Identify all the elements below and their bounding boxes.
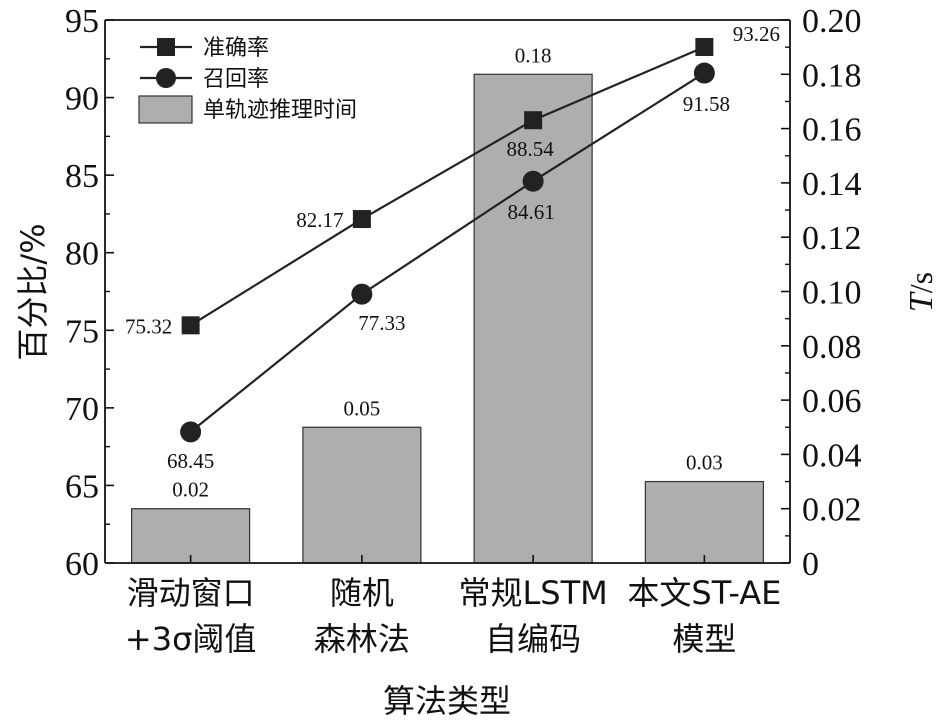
circle-marker	[693, 62, 715, 84]
category-label: 模型	[672, 620, 736, 658]
category-label: 本文ST-AE	[627, 574, 781, 612]
bar-value-label: 0.03	[686, 451, 723, 475]
circle-marker	[351, 283, 373, 305]
legend-circle-marker	[156, 68, 176, 88]
right-tick-label: 0.10	[802, 275, 862, 312]
square-marker	[181, 316, 200, 335]
left-tick-label: 70	[65, 391, 99, 428]
legend-label-recall: 召回率	[203, 67, 269, 92]
right-tick-label: 0.12	[802, 220, 862, 257]
bar	[644, 480, 764, 564]
x-axis-title: 算法类型	[383, 682, 511, 720]
category-label: 随机	[330, 574, 394, 612]
category-label: 滑动窗口	[127, 574, 255, 612]
left-axis-title: 百分比/%	[14, 223, 52, 360]
left-tick-label: 65	[65, 468, 99, 505]
bar-value-label: 0.18	[515, 43, 552, 67]
square-marker	[524, 111, 543, 130]
left-tick-label: 90	[65, 81, 99, 118]
line-value-label: 91.58	[683, 92, 730, 116]
bar	[302, 426, 422, 564]
line-value-label: 82.17	[296, 208, 343, 232]
bar-value-label: 0.05	[344, 396, 381, 420]
category-label: 常规LSTM	[458, 574, 607, 612]
square-marker	[695, 37, 714, 56]
circle-marker	[180, 421, 202, 443]
right-axis-title-italic: T	[903, 291, 940, 312]
line-value-label: 68.45	[167, 449, 214, 473]
series-line	[189, 72, 705, 433]
line-value-label: 84.61	[508, 200, 555, 224]
series-line	[190, 45, 705, 327]
line-value-label: 77.33	[358, 311, 405, 335]
circle-marker	[522, 170, 544, 192]
right-tick-label: 0.14	[802, 166, 862, 203]
bar-value-label: 0.02	[172, 478, 209, 502]
category-label: 自编码	[485, 620, 581, 658]
legend-bar-swatch	[138, 95, 193, 124]
right-tick-label: 0.04	[802, 437, 862, 474]
axes-layer: 60 65 70 75 80 85 90 95 0 0.02 0.04 0.06 0.08 0.10 0.1…	[14, 3, 940, 720]
left-tick-label: 75	[65, 313, 99, 350]
right-axis-title: T/s	[903, 272, 940, 312]
lines-layer	[180, 37, 715, 443]
left-tick-label: 80	[65, 236, 99, 273]
right-tick-label: 0.02	[802, 492, 862, 529]
right-tick-label: 0.20	[802, 3, 862, 40]
line-value-label: 75.32	[125, 314, 172, 338]
square-marker	[352, 210, 371, 229]
labels-layer: 0.02 0.05 0.18 0.03 75.32 82.17 88.54 93.26 68.4…	[125, 22, 780, 502]
legend-square-marker	[157, 38, 175, 56]
right-tick-label: 0	[802, 546, 819, 583]
line-value-label: 88.54	[507, 137, 555, 161]
line-value-label: 93.26	[733, 22, 780, 46]
legend-label-accuracy: 准确率	[203, 36, 269, 61]
legend-label-time: 单轨迹推理时间	[203, 98, 357, 123]
left-tick-label: 95	[65, 3, 99, 40]
right-tick-label: 0.08	[802, 329, 862, 366]
category-label: 森林法	[314, 620, 410, 658]
right-axis-title-unit: /s	[903, 272, 939, 293]
bars-layer	[131, 73, 764, 564]
left-tick-label: 85	[65, 158, 99, 195]
category-label: +3σ阈值	[125, 620, 256, 658]
right-tick-label: 0.16	[802, 112, 862, 149]
left-tick-label: 60	[65, 546, 99, 583]
right-tick-label: 0.18	[802, 57, 862, 94]
bar	[131, 508, 251, 564]
right-tick-label: 0.06	[802, 383, 862, 420]
